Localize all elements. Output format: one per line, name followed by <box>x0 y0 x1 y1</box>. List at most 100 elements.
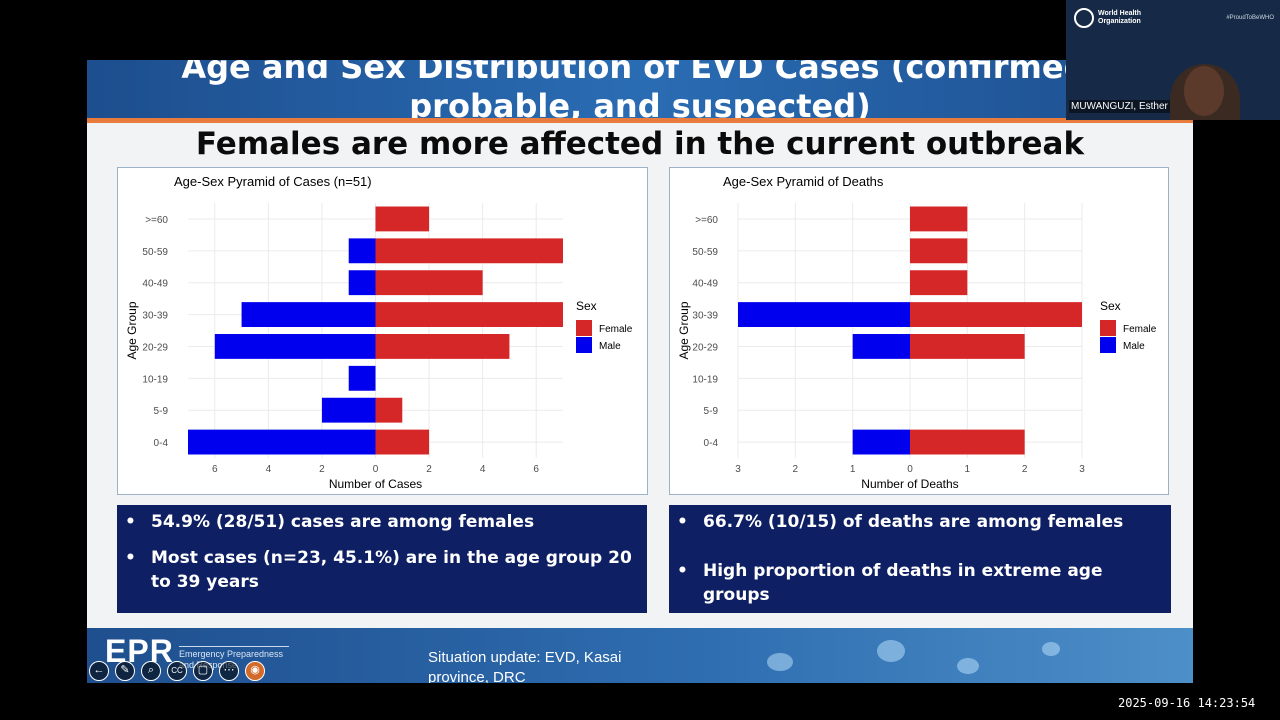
finding-item: • 54.9% (28/51) cases are among females <box>117 510 647 534</box>
bar-female <box>375 429 430 455</box>
x-tick-label: 0 <box>373 464 379 475</box>
findings-box-cases: • 54.9% (28/51) cases are among females •… <box>117 505 647 613</box>
x-tick-label: 3 <box>735 464 741 475</box>
bar-male <box>348 365 376 391</box>
bar-male <box>321 397 376 423</box>
x-axis-label: Number of Cases <box>329 477 422 491</box>
findings-box-deaths: • 66.7% (10/15) of deaths are among femal… <box>669 505 1171 613</box>
recording-timestamp: 2025-09-16 14:23:54 <box>1118 696 1256 710</box>
bar-male <box>214 334 376 359</box>
legend-swatch <box>576 337 592 353</box>
y-tick-label: 10-19 <box>142 374 168 385</box>
slide-title-band: Age and Sex Distribution of EVD Cases (c… <box>87 60 1193 118</box>
bar-female <box>910 270 968 296</box>
slide-headline: Females are more affected in the current… <box>195 126 1085 162</box>
y-tick-label: >=60 <box>695 215 718 226</box>
legend-title: Sex <box>1100 299 1121 313</box>
legend-title: Sex <box>576 299 597 313</box>
decor-dot <box>1042 642 1060 656</box>
bullet: • <box>677 512 688 532</box>
epr-logo: EPR <box>105 633 174 669</box>
participant-video-tile[interactable]: World Health Organization #ProudToBeWHO … <box>1066 0 1280 120</box>
who-org-name: World Health Organization <box>1098 10 1142 25</box>
x-tick-label: 2 <box>319 464 325 475</box>
presenter-toolbar: ← ✎ ⌕ CC ▢ ⋯ ◉ <box>87 658 287 684</box>
decor-dot <box>877 640 905 662</box>
zoom-icon[interactable]: ⌕ <box>141 661 161 681</box>
presentation-slide: Age and Sex Distribution of EVD Cases (c… <box>87 60 1193 683</box>
x-tick-label: 0 <box>907 464 913 475</box>
x-tick-label: 6 <box>533 464 539 475</box>
cases-pyramid-svg: 0-4 5-9 10-19 20-29 30-39 40-49 50-59 >=60 6 4 2 0 2… <box>125 174 633 491</box>
y-tick-label: 5-9 <box>704 406 719 417</box>
y-tick-label: 50-59 <box>692 247 718 258</box>
back-arrow-icon[interactable]: ← <box>89 661 109 681</box>
x-tick-label: 2 <box>426 464 432 475</box>
y-axis-label: Age Group <box>677 301 691 359</box>
who-emblem-icon <box>1074 8 1094 28</box>
y-tick-label: 30-39 <box>692 311 718 322</box>
cases-pyramid-chart: 0-4 5-9 10-19 20-29 30-39 40-49 50-59 >=60 6 4 2 0 2… <box>117 167 648 495</box>
y-tick-label: 40-49 <box>142 279 168 290</box>
screen-icon[interactable]: ▢ <box>193 661 213 681</box>
x-tick-label: 2 <box>793 464 799 475</box>
chart-title: Age-Sex Pyramid of Cases (n=51) <box>174 174 372 189</box>
finding-item: • Most cases (n=23, 45.1%) are in the age… <box>117 546 647 594</box>
decor-dot <box>767 653 793 671</box>
bullet: • <box>125 548 136 568</box>
bar-female <box>910 302 1082 327</box>
bar-male <box>188 429 376 455</box>
bar-female <box>375 206 430 232</box>
speaker-name: MUWANGUZI, Esther <box>1069 100 1170 113</box>
x-tick-label: 3 <box>1079 464 1085 475</box>
bar-male <box>738 302 910 327</box>
finding-item: • 66.7% (10/15) of deaths are among femal… <box>669 510 1171 534</box>
y-tick-label: 40-49 <box>692 279 718 290</box>
bar-male <box>348 238 376 264</box>
bar-female <box>910 238 968 264</box>
legend-swatch <box>1100 337 1116 353</box>
finding-text: Most cases (n=23, 45.1%) are in the age … <box>151 548 632 592</box>
deaths-pyramid-chart: 0-4 5-9 10-19 20-29 30-39 40-49 50-59 >=60 3 2 1 0 1… <box>669 167 1169 495</box>
bullet: • <box>677 561 688 581</box>
x-tick-label: 4 <box>480 464 486 475</box>
legend-swatch <box>576 320 592 336</box>
slide-footer: EPR Emergency Preparedness and Response … <box>87 628 1193 683</box>
x-axis-label: Number of Deaths <box>861 477 958 491</box>
bar-female <box>375 302 563 327</box>
more-icon[interactable]: ⋯ <box>219 661 239 681</box>
finding-text: High proportion of deaths in extreme age… <box>703 561 1103 605</box>
legend-label: Male <box>1123 341 1145 352</box>
finding-text: 66.7% (10/15) of deaths are among female… <box>703 512 1124 532</box>
title-divider <box>87 118 1193 123</box>
deaths-pyramid-svg: 0-4 5-9 10-19 20-29 30-39 40-49 50-59 >=60 3 2 1 0 1… <box>677 174 1157 491</box>
y-axis-label: Age Group <box>125 301 139 359</box>
bar-female <box>910 429 1025 455</box>
laser-pointer-icon[interactable]: ◉ <box>245 661 265 681</box>
y-tick-label: 10-19 <box>692 374 718 385</box>
y-tick-label: 20-29 <box>692 342 718 353</box>
legend-label: Female <box>599 324 633 335</box>
y-tick-label: 0-4 <box>704 438 719 449</box>
chart-title: Age-Sex Pyramid of Deaths <box>723 174 884 189</box>
slide-title-line2: probable, and suspected) <box>409 87 871 118</box>
x-tick-label: 1 <box>965 464 971 475</box>
bar-male <box>348 270 376 296</box>
x-tick-label: 6 <box>212 464 218 475</box>
pen-icon[interactable]: ✎ <box>115 661 135 681</box>
bullet: • <box>125 512 136 532</box>
bar-male <box>852 429 910 455</box>
captions-icon[interactable]: CC <box>167 661 187 681</box>
speaker-head <box>1184 66 1224 116</box>
bar-female <box>375 238 563 264</box>
finding-text: 54.9% (28/51) cases are among females <box>151 512 535 532</box>
legend-label: Male <box>599 341 621 352</box>
decor-dot <box>957 658 979 674</box>
finding-item: • High proportion of deaths in extreme ag… <box>669 559 1171 607</box>
bar-male <box>241 302 376 327</box>
legend-swatch <box>1100 320 1116 336</box>
situation-update-text: Situation update: EVD, Kasai province, D… <box>428 649 622 683</box>
y-tick-label: 30-39 <box>142 311 168 322</box>
bar-male <box>852 334 910 359</box>
x-tick-label: 2 <box>1022 464 1028 475</box>
